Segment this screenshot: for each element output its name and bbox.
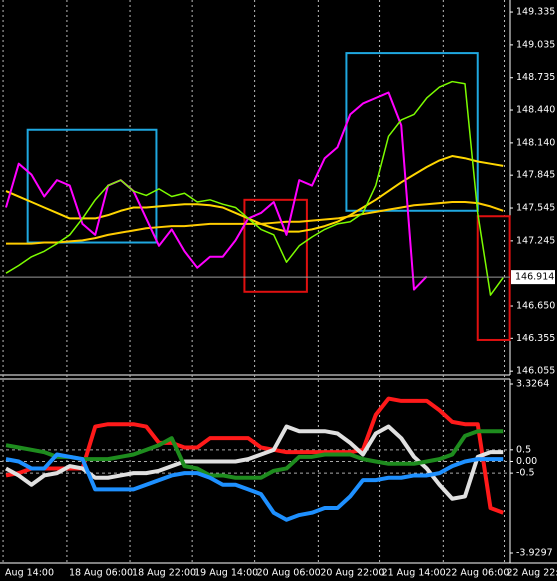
- last-price-label: 146.914: [515, 272, 554, 283]
- y-tick-label: 147.545: [516, 203, 555, 214]
- y-tick-label: -3.9297: [516, 548, 553, 559]
- y-tick-label: 0.5: [516, 444, 531, 455]
- y-tick-label: 148.735: [516, 72, 555, 83]
- y-tick-label: 146.650: [516, 301, 555, 312]
- series-line: [5, 80, 504, 296]
- box: [243, 198, 308, 293]
- y-tick-label: 147.245: [516, 235, 555, 246]
- x-tick-label: 21 Aug 14:00: [382, 568, 446, 579]
- x-tick-label: Aug 14:00: [5, 568, 54, 579]
- box: [26, 128, 158, 244]
- last-price-box: [511, 270, 555, 285]
- x-tick-label: 20 Aug 22:00: [320, 568, 384, 579]
- y-tick-label: 0.00: [516, 456, 537, 467]
- y-tick-label: 148.140: [516, 137, 555, 148]
- box: [345, 52, 479, 212]
- x-tick-label: 19 Aug 14:00: [194, 568, 258, 579]
- series-line: [5, 155, 504, 233]
- x-tick-label: 18 Aug 22:00: [132, 568, 196, 579]
- series-line: [5, 429, 504, 480]
- x-tick-label: 18 Aug 06:00: [69, 568, 133, 579]
- series-line: [5, 396, 504, 515]
- series-line: [5, 91, 428, 291]
- y-tick-label: -0.5: [516, 468, 535, 479]
- y-tick-label: 149.335: [516, 7, 555, 18]
- x-tick-label: 22 Aug 06:00: [445, 568, 509, 579]
- x-tick-label: 22 Aug 22:00: [507, 568, 557, 579]
- y-tick-label: 147.845: [516, 170, 555, 181]
- y-tick-label: 146.055: [516, 366, 555, 377]
- y-tick-label: 3.3264: [516, 379, 549, 390]
- series-line: [5, 452, 504, 522]
- y-tick-label: 146.355: [516, 333, 555, 344]
- box: [476, 215, 511, 341]
- x-tick-label: 20 Aug 06:00: [257, 568, 321, 579]
- y-tick-label: 148.440: [516, 105, 555, 116]
- y-tick-label: 149.035: [516, 39, 555, 50]
